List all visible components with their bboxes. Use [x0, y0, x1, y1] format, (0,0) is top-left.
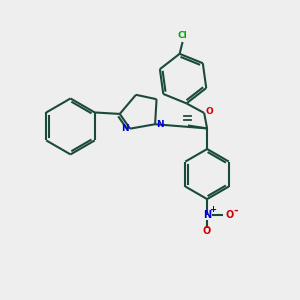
- Text: O: O: [225, 210, 233, 220]
- Text: -: -: [234, 206, 238, 216]
- Text: O: O: [203, 226, 211, 236]
- Text: N: N: [203, 210, 211, 220]
- Text: Cl: Cl: [178, 31, 188, 40]
- Text: N: N: [121, 124, 129, 133]
- Text: +: +: [209, 206, 217, 214]
- Text: O: O: [205, 107, 213, 116]
- Text: N: N: [157, 120, 164, 129]
